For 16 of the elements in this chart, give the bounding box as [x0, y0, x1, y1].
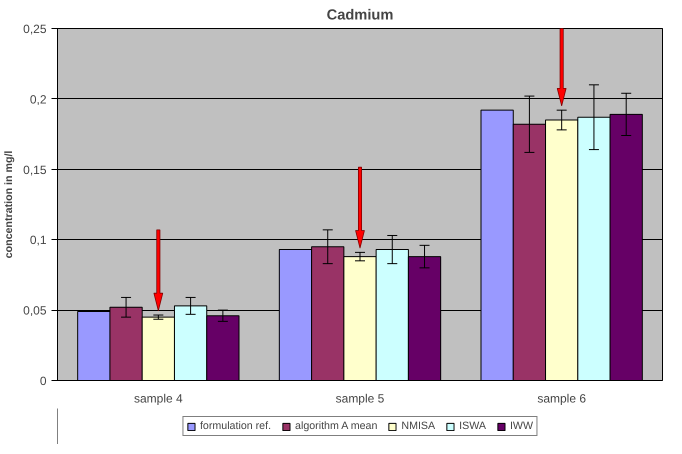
x-tick-label: sample 6	[537, 392, 586, 406]
y-tick-label: 0,1	[30, 233, 47, 248]
legend-label: formulation ref.	[200, 420, 272, 432]
y-tick-label: 0,05	[23, 304, 47, 318]
y-tick-label: 0	[40, 374, 47, 388]
legend-label: ISWA	[459, 420, 486, 432]
y-tick-label: 0,15	[23, 162, 47, 177]
x-tick-label: sample 5	[336, 392, 385, 406]
legend-label: algorithm A mean	[295, 420, 378, 432]
y-axis-title: concentration in mg/l	[3, 150, 16, 258]
y-tick-label: 0,25	[23, 22, 47, 36]
x-tick-label: sample 4	[134, 392, 184, 406]
y-tick-label: 0,2	[30, 92, 47, 106]
chart-title: Cadmium	[326, 8, 394, 24]
legend-label: NMISA	[401, 420, 436, 432]
legend-label: IWW	[510, 420, 534, 432]
